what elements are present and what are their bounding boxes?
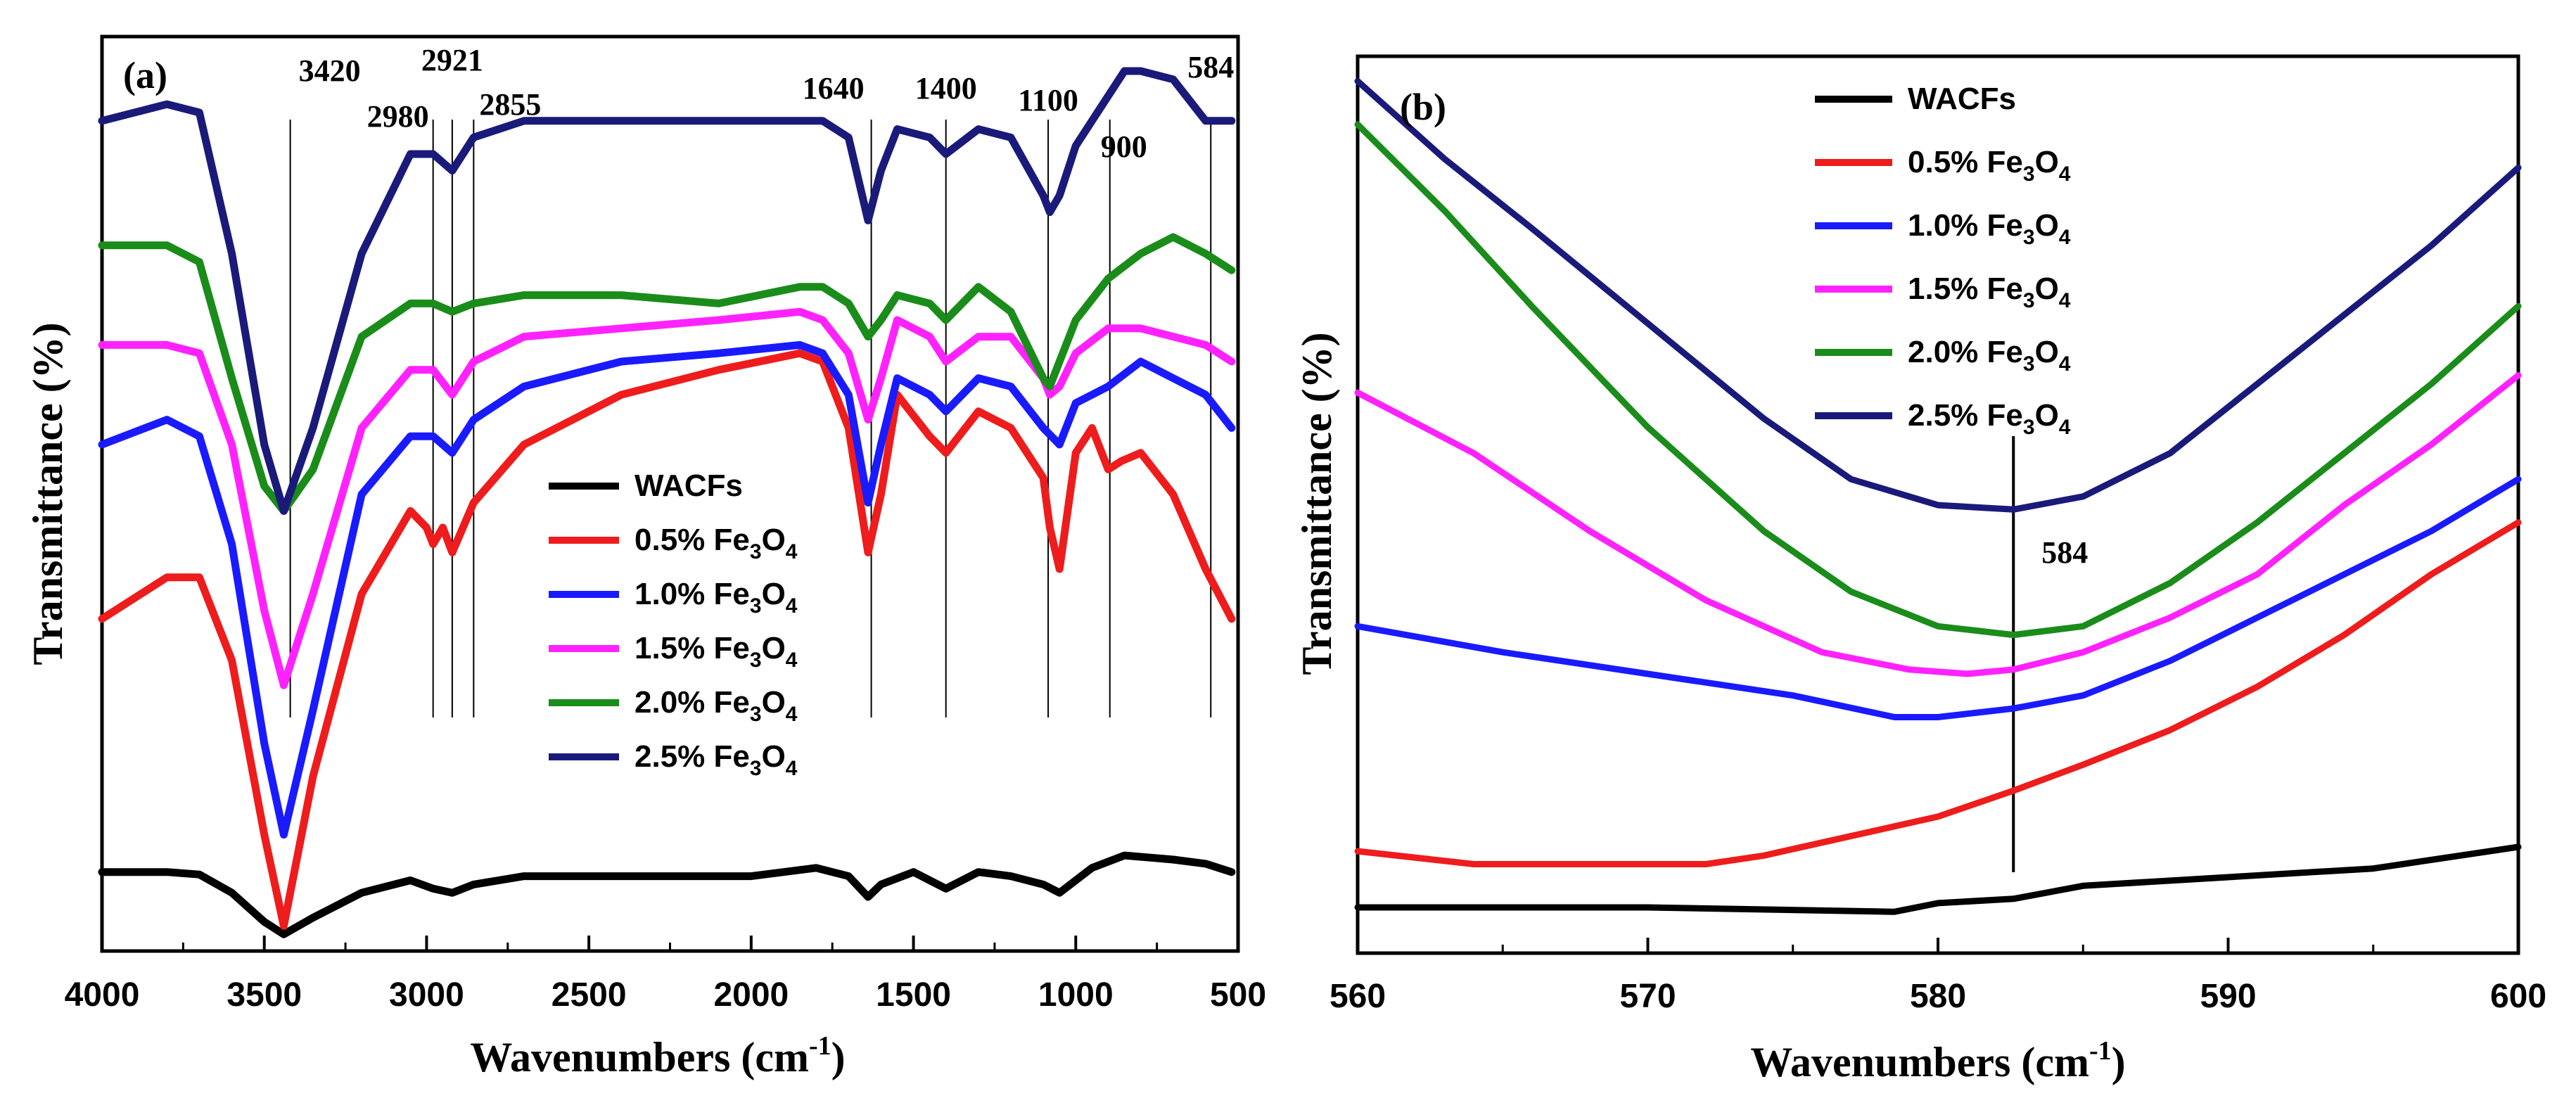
x-tick-label: 3500 (227, 976, 302, 1014)
series-line (1354, 843, 2522, 915)
series-line (1354, 519, 2522, 867)
x-tick-label: 2500 (551, 976, 627, 1014)
peak-label: 3420 (299, 53, 361, 88)
y-axis-title-a: Transmittance (%) (25, 322, 71, 665)
series-line (98, 67, 1236, 515)
peak-label: 1640 (803, 71, 865, 106)
series-lines-a (98, 67, 1236, 938)
x-tick-label: 570 (1619, 978, 1676, 1015)
x-axis-title-a: Wavenumbers (cm-1) (470, 1031, 845, 1080)
legend-label: 0.5% Fe3O4 (635, 523, 798, 563)
x-axis-title-b: Wavenumbers (cm-1) (1750, 1036, 2125, 1085)
panel-label-a: (a) (123, 54, 167, 96)
series-line (1354, 77, 2522, 513)
panel-a: 4000 3500 3000 2500 2000 1500 1000 500 34202980… (25, 34, 1266, 1080)
legend-label: 2.5% Fe3O4 (1908, 398, 2071, 439)
peak-label: 2921 (421, 43, 483, 77)
legend-label: WACFs (1908, 82, 2016, 116)
peak-label: 2855 (479, 87, 541, 122)
legend-label: 0.5% Fe3O4 (1908, 145, 2071, 186)
x-tick-label: 3000 (389, 976, 464, 1014)
series-line (98, 349, 1236, 930)
x-tick-label: 500 (1210, 976, 1266, 1014)
x-tick-label: 580 (1910, 978, 1966, 1015)
legend-label: WACFs (635, 468, 743, 503)
series-lines-b (1354, 77, 2522, 915)
peak-labels-b: 584 (2041, 535, 2088, 570)
legend-label: 2.0% Fe3O4 (1908, 335, 2071, 376)
x-tick-label: 600 (2490, 978, 2546, 1015)
legend-label: 1.5% Fe3O4 (635, 631, 798, 672)
peak-label: 1400 (915, 71, 977, 106)
panel-b: 560 570 580 590 600 584 (b) WACFs 0.5% Fe3O4 1… (1294, 54, 2546, 1085)
x-tick-label: 1500 (876, 976, 951, 1014)
y-axis-title-b: Transmittance (%) (1294, 332, 1340, 675)
peak-label: 2980 (367, 99, 429, 134)
x-tick-label: 560 (1330, 978, 1386, 1015)
panel-label-b: (b) (1400, 86, 1446, 128)
legend-a: WACFs 0.5% Fe3O4 1.0% Fe3O4 1.5% Fe3O4 2.0% … (549, 468, 798, 780)
series-line (1354, 372, 2522, 677)
x-tick-label: 2000 (713, 976, 789, 1014)
legend-b: WACFs 0.5% Fe3O4 1.0% Fe3O4 1.5% Fe3O4 2.0% … (1815, 82, 2071, 439)
x-ticks-a: 4000 3500 3000 2500 2000 1500 1000 500 (65, 936, 1266, 1014)
x-tick-label: 1000 (1038, 976, 1114, 1014)
legend-label: 2.0% Fe3O4 (635, 685, 798, 726)
legend-label: 1.0% Fe3O4 (1908, 208, 2071, 249)
legend-label: 1.0% Fe3O4 (635, 577, 798, 618)
peak-label: 1100 (1018, 83, 1078, 117)
x-tick-label: 4000 (65, 976, 140, 1014)
peak-label: 584 (1187, 50, 1234, 84)
series-line (98, 851, 1236, 938)
series-line (98, 340, 1236, 839)
series-line (98, 307, 1236, 689)
peak-label: 900 (1101, 129, 1147, 164)
series-line (1354, 121, 2522, 639)
legend-label: 2.5% Fe3O4 (635, 739, 798, 780)
series-line (1354, 476, 2522, 720)
x-tick-label: 590 (2200, 978, 2256, 1015)
peak-label: 584 (2041, 535, 2088, 570)
legend-label: 1.5% Fe3O4 (1908, 272, 2071, 312)
series-line (98, 233, 1236, 515)
x-ticks-b: 560 570 580 590 600 (1330, 938, 2546, 1015)
